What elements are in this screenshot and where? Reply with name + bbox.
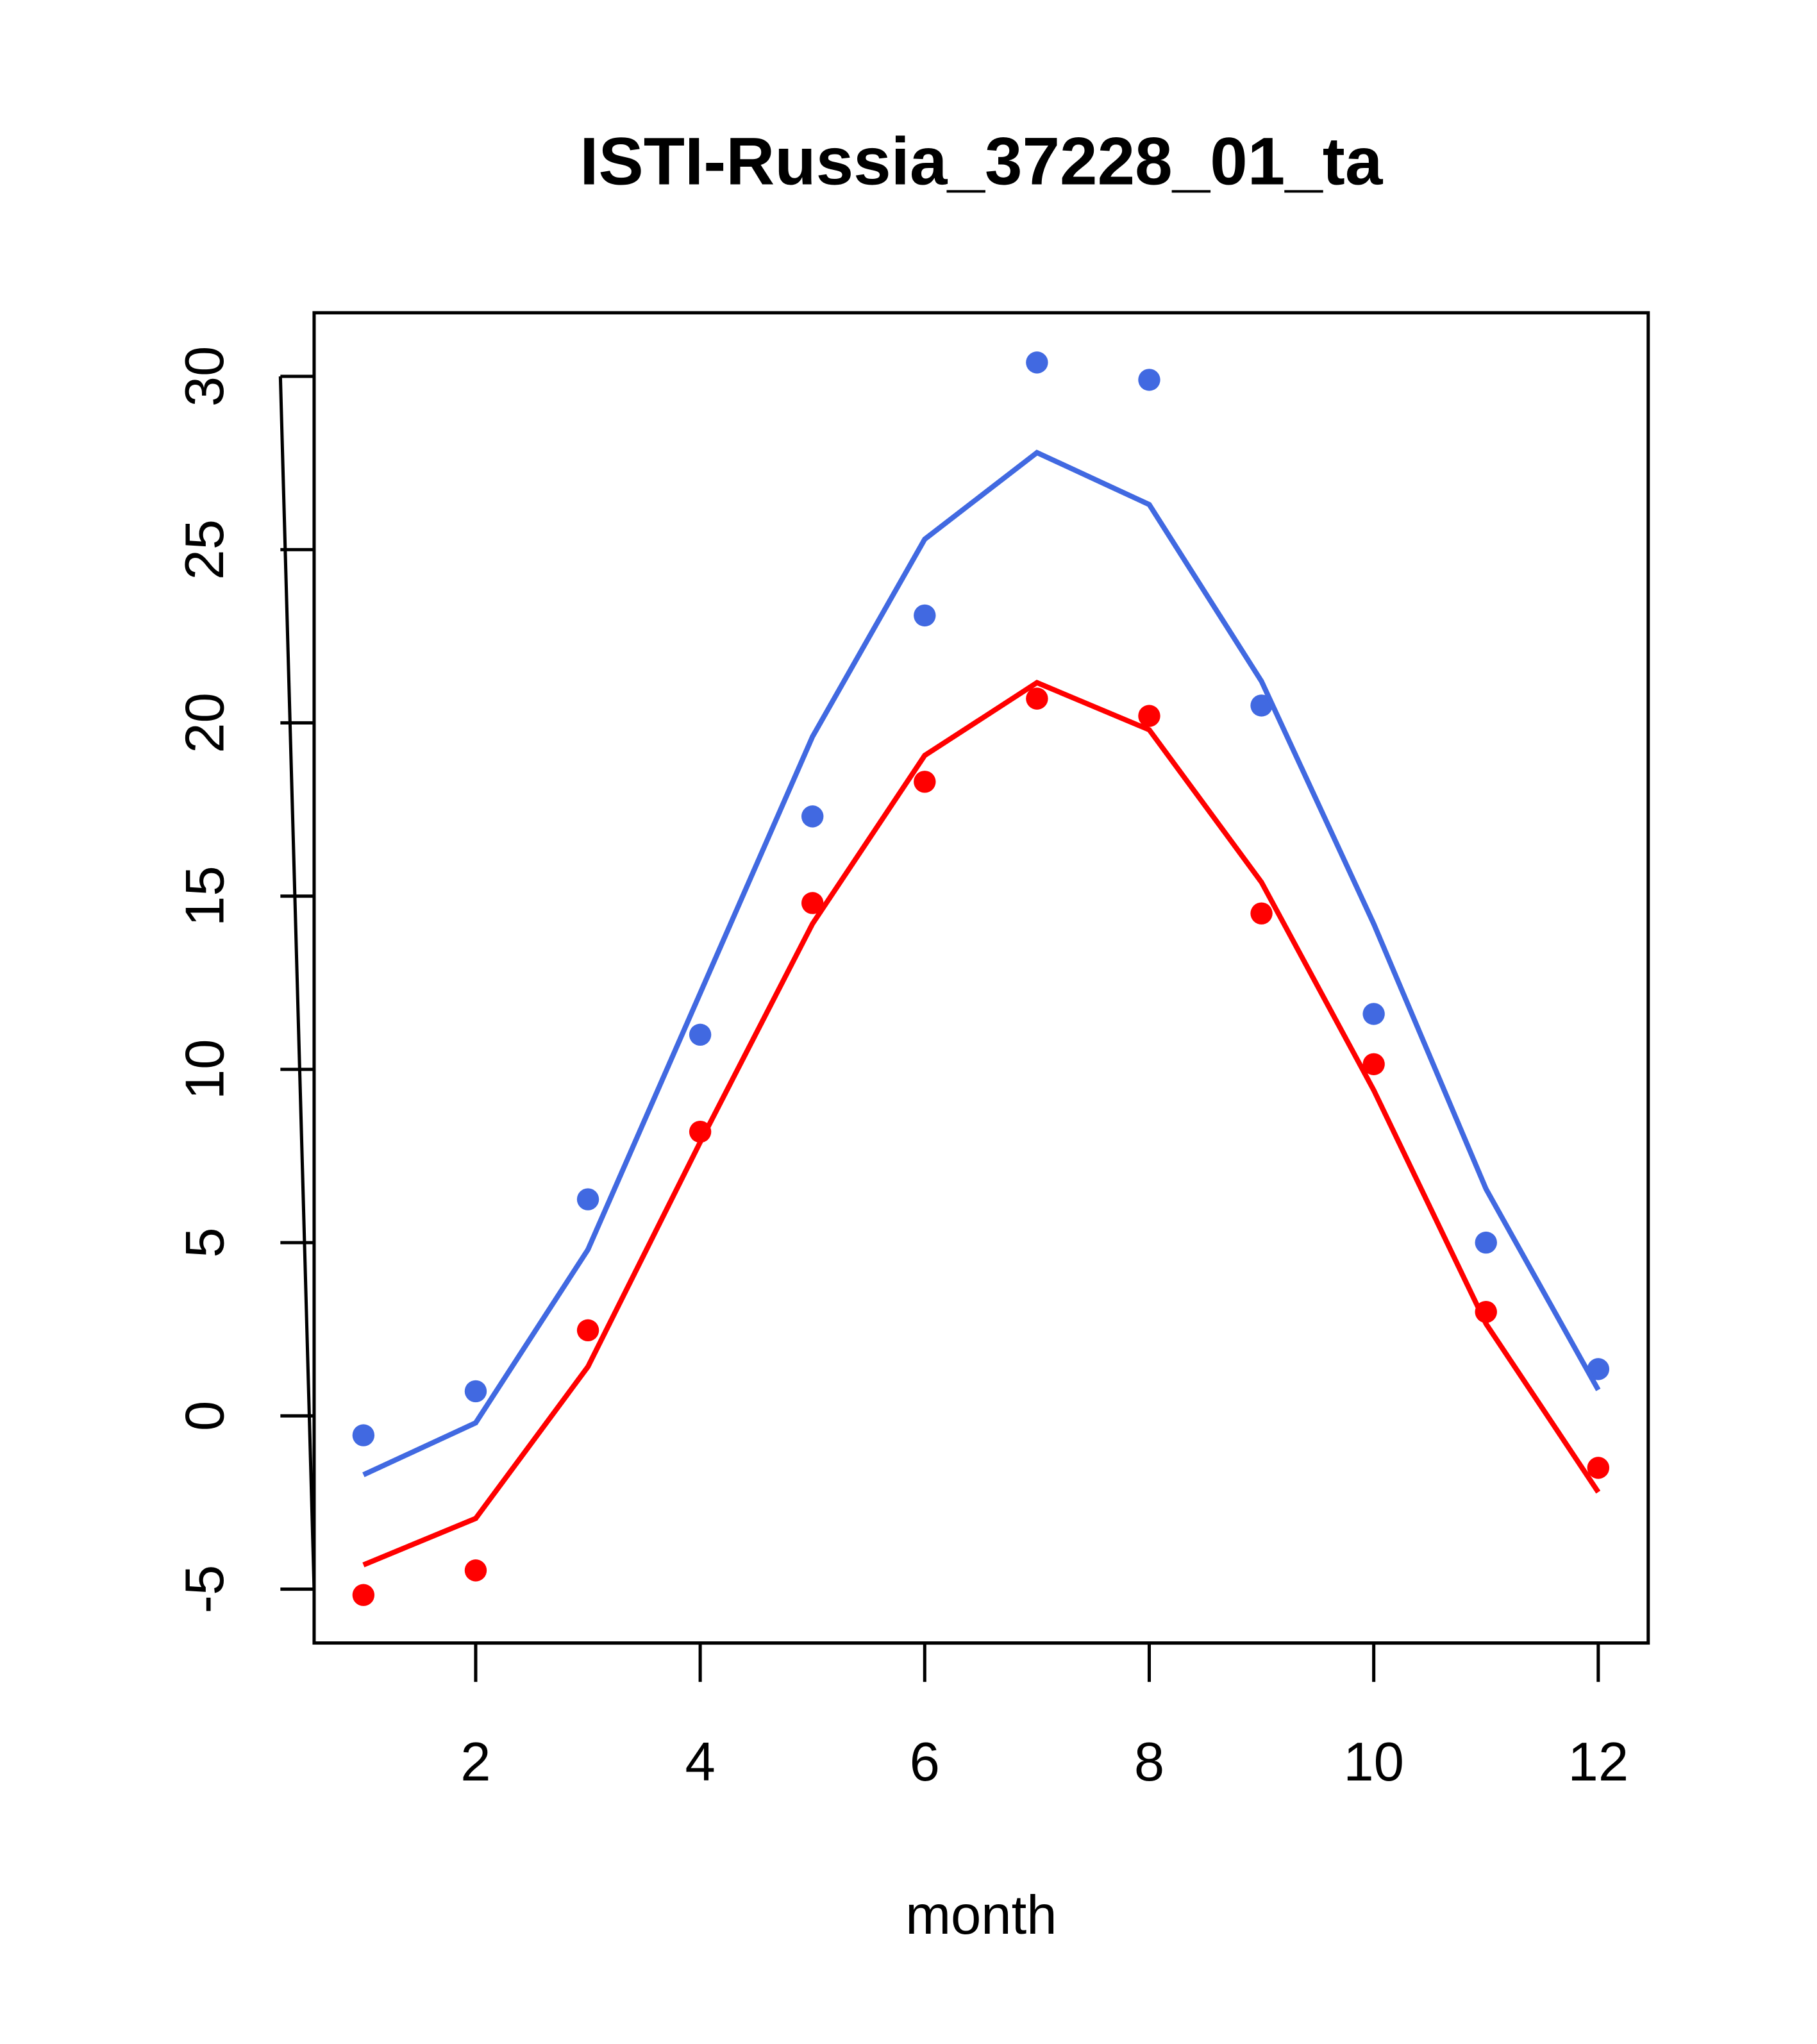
data-point bbox=[1475, 1231, 1497, 1254]
data-point bbox=[1138, 369, 1160, 391]
y-tick-label: 30 bbox=[174, 346, 235, 407]
data-point bbox=[1362, 1003, 1385, 1025]
y-tick-label: 15 bbox=[174, 866, 235, 926]
x-tick-label: 4 bbox=[685, 1732, 715, 1793]
data-point bbox=[689, 1023, 712, 1046]
data-point bbox=[576, 1188, 599, 1210]
y-axis: -5 0 5 10 15 20 25 30 bbox=[174, 346, 316, 1614]
data-point bbox=[1026, 351, 1048, 374]
series-group bbox=[352, 351, 1610, 1606]
y-tick-label: 0 bbox=[174, 1401, 235, 1431]
y-tick-label: -5 bbox=[174, 1565, 235, 1614]
plot-frame bbox=[312, 311, 1650, 1645]
data-point bbox=[1250, 694, 1273, 717]
x-tick-label: 6 bbox=[910, 1732, 940, 1793]
series-line bbox=[362, 449, 1601, 1477]
x-tick-label: 12 bbox=[1568, 1732, 1629, 1793]
data-point bbox=[352, 1584, 375, 1606]
y-tick-label: 5 bbox=[174, 1227, 235, 1257]
data-point bbox=[1587, 1457, 1610, 1479]
data-point bbox=[801, 892, 824, 914]
series-line bbox=[362, 680, 1601, 1568]
data-point bbox=[1587, 1358, 1610, 1380]
data-point bbox=[464, 1380, 487, 1403]
data-point bbox=[1250, 902, 1273, 925]
data-point bbox=[1026, 687, 1048, 710]
x-axis-label: month bbox=[905, 1885, 1057, 1946]
x-axis: 2 4 6 8 10 12 bbox=[460, 1641, 1629, 1793]
data-point bbox=[576, 1319, 599, 1342]
data-point bbox=[464, 1559, 487, 1582]
data-point bbox=[1362, 1053, 1385, 1075]
data-point bbox=[914, 771, 936, 793]
x-tick-label: 2 bbox=[460, 1732, 490, 1793]
data-point bbox=[801, 805, 824, 828]
y-tick-label: 25 bbox=[174, 519, 235, 580]
y-axis-line bbox=[278, 376, 316, 1589]
chart-title: ISTI-Russia_37228_01_ta bbox=[580, 124, 1384, 199]
data-point bbox=[1138, 705, 1160, 727]
x-tick-label: 10 bbox=[1343, 1732, 1404, 1793]
data-point bbox=[914, 604, 936, 627]
x-tick-label: 8 bbox=[1134, 1732, 1164, 1793]
data-point bbox=[352, 1424, 375, 1446]
y-tick-label: 20 bbox=[174, 692, 235, 753]
y-tick-label: 10 bbox=[174, 1039, 235, 1100]
